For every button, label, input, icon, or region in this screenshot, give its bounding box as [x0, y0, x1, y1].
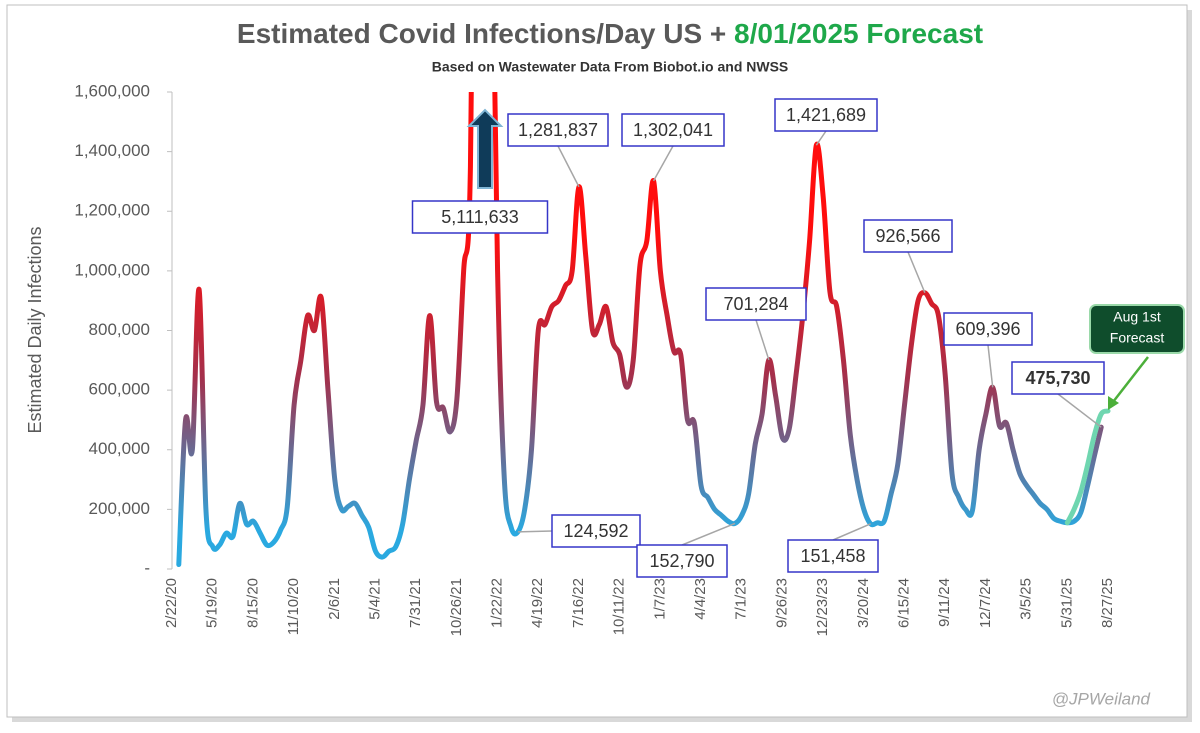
x-tick-label: 3/5/25: [1018, 578, 1035, 620]
annotations: 5,111,633 124,592 1,281,837 1,302,041 152,79…: [411, 98, 1105, 578]
y-axis-title: Estimated Daily Infections: [25, 226, 45, 433]
value-label: 609,396: [955, 319, 1020, 339]
y-tick-label: 400,000: [89, 439, 150, 458]
value-label: 1,302,041: [633, 120, 713, 140]
forecast-arrow-head: [1108, 396, 1119, 410]
series-line: [176, 92, 1104, 568]
x-tick-label: 8/15/20: [244, 578, 261, 628]
x-tick-label: 10/11/22: [611, 578, 628, 635]
leader-line: [1057, 393, 1102, 428]
value-label: 926,566: [875, 226, 940, 246]
value-label-box: [636, 544, 728, 578]
leader-line: [832, 523, 871, 541]
chart-title: Estimated Covid Infections/Day US + 8/01…: [237, 18, 983, 49]
x-tick-label: 9/11/24: [936, 578, 953, 627]
forecast-callout: Aug 1st Forecast: [1089, 304, 1185, 410]
forecast-label: Aug 1st: [1113, 309, 1161, 325]
x-tick-label: 2/6/21: [326, 578, 343, 620]
value-label-box: [411, 200, 549, 234]
forecast-box: [1089, 304, 1185, 354]
leader-line: [987, 344, 994, 388]
leader-line: [557, 145, 580, 188]
series-line: [1064, 408, 1111, 526]
forecast-label: Forecast: [1110, 330, 1165, 346]
value-label-box: [863, 219, 953, 253]
x-tick-label: 12/7/24: [977, 578, 994, 628]
y-tick-label: 1,400,000: [74, 141, 150, 160]
x-tick-label: 5/31/25: [1058, 578, 1075, 628]
x-tick-label: 6/15/24: [895, 578, 912, 628]
value-label: 701,284: [723, 294, 788, 314]
value-label-box: [507, 113, 609, 147]
value-label: 5,111,633: [441, 207, 518, 227]
leader-line: [815, 130, 827, 146]
x-tick-label: 10/26/21: [448, 578, 465, 636]
leader-line: [681, 522, 736, 546]
leader-line: [652, 145, 674, 182]
plot-area: [176, 92, 1111, 568]
y-tick-label: 800,000: [89, 320, 150, 339]
off-scale-arrow: [466, 108, 504, 189]
y-tick-label: 1,600,000: [74, 81, 150, 100]
value-label-box: [774, 98, 878, 132]
leader-line: [755, 319, 770, 361]
value-label: 475,730: [1025, 368, 1090, 388]
x-tick-label: 1/7/23: [651, 578, 668, 620]
value-label-box: [621, 113, 725, 147]
value-label: 1,421,689: [786, 105, 866, 125]
value-label: 151,458: [800, 546, 865, 566]
x-tick-label: 8/27/25: [1099, 578, 1116, 628]
frame: [6, 4, 1188, 718]
title-main: Estimated Covid Infections/Day US +: [237, 18, 734, 49]
x-tick-label: 7/31/21: [407, 578, 424, 628]
leader-line: [517, 530, 553, 533]
x-tick-label: 5/4/21: [366, 578, 383, 620]
y-tick-label: 200,000: [89, 499, 150, 518]
y-tick-label: 1,200,000: [74, 201, 150, 220]
title-highlight: 8/01/2025 Forecast: [734, 18, 983, 49]
x-tick-label: 4/4/23: [692, 578, 709, 620]
leader-line: [907, 251, 926, 294]
value-label-box: [787, 539, 879, 573]
value-label: 1,281,837: [518, 120, 598, 140]
value-label-box: [943, 312, 1033, 346]
subtitle: Based on Wastewater Data From Biobot.io …: [432, 59, 789, 75]
x-tick-label: 3/20/24: [855, 578, 872, 628]
x-tick-label: 2/22/20: [163, 578, 180, 628]
value-label-box: [1011, 361, 1105, 395]
x-tick-label: 5/19/20: [204, 578, 221, 628]
y-tick-label: -: [144, 558, 150, 577]
x-tick-label: 7/16/22: [570, 578, 587, 628]
x-tick-label: 7/1/23: [733, 578, 750, 620]
x-tick-label: 11/10/20: [285, 578, 302, 635]
value-label-box: [551, 514, 641, 548]
forecast-arrow: [1112, 356, 1149, 403]
y-tick-label: 600,000: [89, 380, 150, 399]
credit: @JPWeiland: [1052, 689, 1151, 708]
value-label-box: [705, 287, 807, 321]
x-tick-label: 4/19/22: [529, 578, 546, 628]
value-label: 152,790: [649, 551, 714, 571]
x-tick-label: 1/22/22: [489, 578, 506, 628]
y-tick-label: 1,000,000: [74, 260, 150, 279]
x-tick-label: 9/26/23: [773, 578, 790, 628]
x-tick-label: 12/23/23: [814, 578, 831, 636]
value-label: 124,592: [563, 521, 628, 541]
